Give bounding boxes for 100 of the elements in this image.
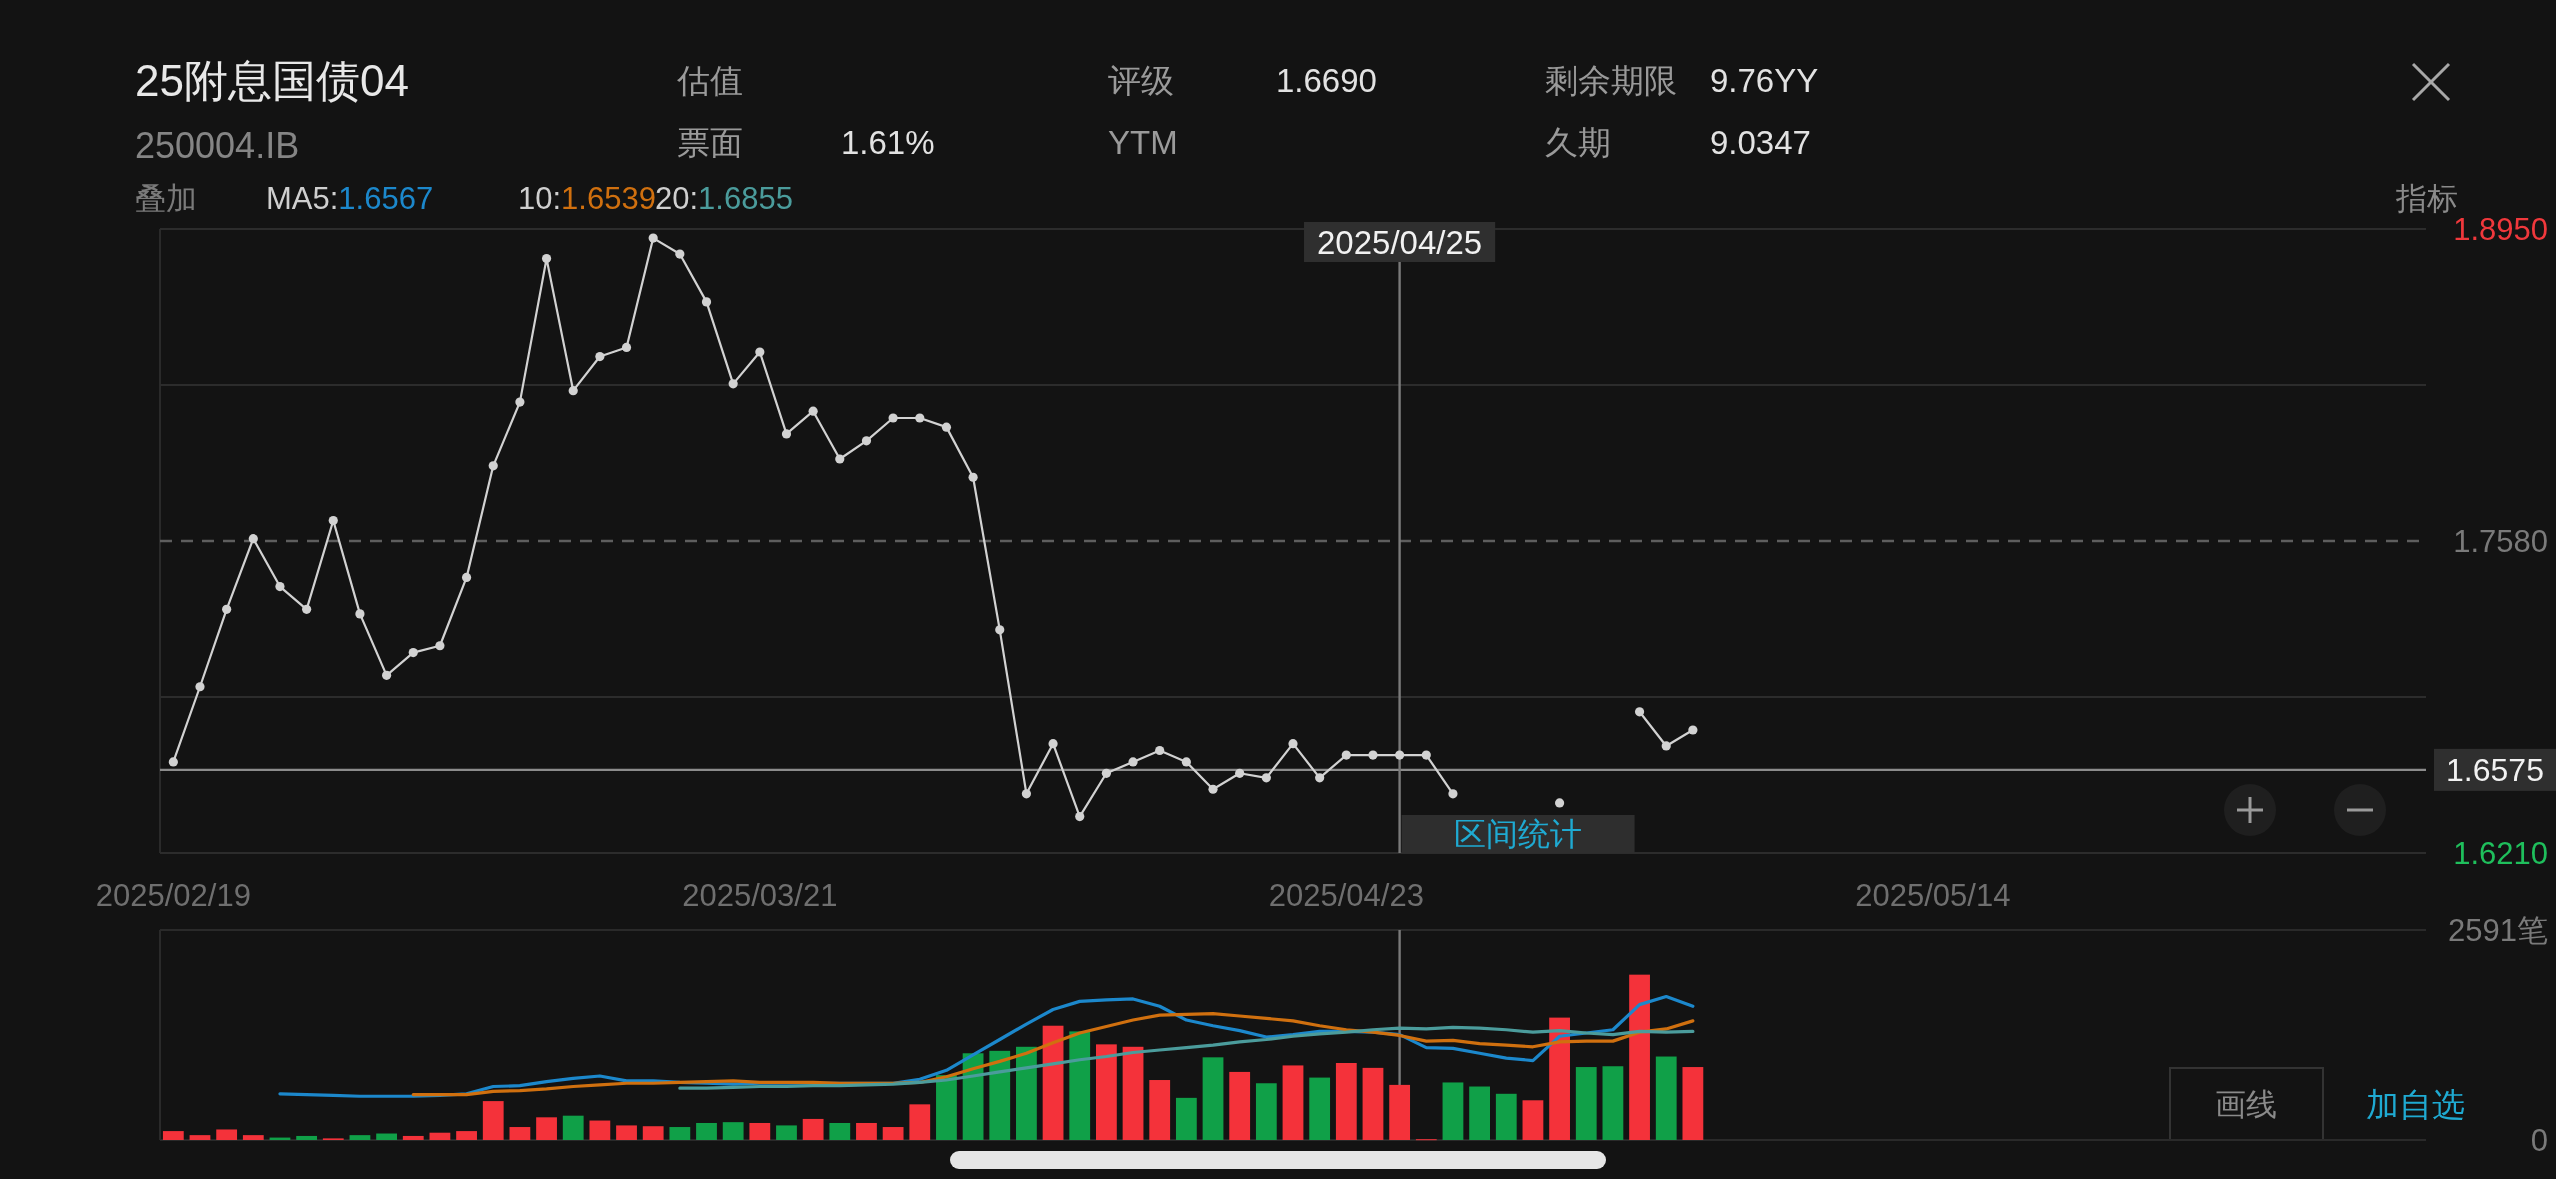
point (1208, 784, 1218, 794)
point (1075, 811, 1085, 822)
bar (296, 1135, 318, 1140)
bar (162, 1131, 184, 1140)
point (328, 515, 338, 526)
bar (402, 1135, 424, 1140)
text: 剩余期限 (1545, 61, 1677, 99)
line-series (678, 1025, 1695, 1090)
text: 1.61% (841, 123, 935, 161)
annotation: 加自选 (2365, 1085, 2465, 1123)
text: 估值 (676, 61, 743, 99)
point (1155, 745, 1165, 756)
point (1181, 757, 1191, 767)
point (1048, 739, 1058, 749)
bar (1149, 1080, 1171, 1140)
text: 1.6539 (561, 180, 656, 216)
bar (1655, 1056, 1677, 1140)
point (1341, 750, 1351, 760)
text: YTM (1108, 123, 1178, 161)
ref-line-label: 1.6575 (2446, 751, 2544, 788)
point (1661, 741, 1671, 751)
line-series (411, 1011, 1695, 1097)
bar (589, 1120, 611, 1140)
point (1288, 739, 1298, 749)
bar (989, 1050, 1011, 1140)
bar (1175, 1097, 1197, 1140)
point (1101, 768, 1111, 778)
point (755, 347, 765, 357)
bar (216, 1129, 238, 1140)
bar (802, 1118, 824, 1140)
bar (1682, 1067, 1704, 1140)
bar (456, 1131, 477, 1140)
point (1395, 750, 1405, 760)
point (968, 472, 978, 482)
text: 1.6855 (698, 180, 793, 216)
point (1021, 789, 1032, 799)
bar (376, 1133, 397, 1140)
text: 10: (518, 180, 562, 216)
point (621, 342, 632, 353)
bar (1442, 1082, 1464, 1140)
point (888, 413, 898, 423)
bar (642, 1126, 664, 1140)
point (1261, 773, 1271, 783)
point (1688, 725, 1698, 735)
point (1448, 789, 1458, 799)
bar (669, 1127, 691, 1140)
text: 评级 (1108, 61, 1174, 99)
y-tick-label: 1.6210 (2453, 835, 2548, 871)
x-tick-label: 2025/03/21 (682, 877, 838, 913)
bar (749, 1122, 771, 1140)
bar (1069, 1031, 1091, 1140)
point (408, 647, 418, 658)
bar (1016, 1046, 1037, 1140)
bar (696, 1122, 717, 1140)
point (648, 233, 658, 243)
bar (936, 1075, 957, 1140)
bar (909, 1104, 931, 1140)
bar (429, 1132, 451, 1140)
bar (1602, 1066, 1624, 1140)
point (568, 386, 578, 396)
point (435, 641, 445, 651)
point (461, 572, 472, 583)
bar (1629, 974, 1650, 1140)
bar (1202, 1057, 1224, 1140)
bar (482, 1101, 504, 1140)
y-tick-label: 0 (2530, 1122, 2548, 1158)
annotation: 区间统计 (1453, 816, 1582, 852)
bar (1362, 1067, 1384, 1140)
bar (1549, 1017, 1570, 1140)
bar (509, 1127, 531, 1140)
bar (536, 1117, 557, 1140)
point (515, 397, 525, 407)
bar (1255, 1083, 1277, 1140)
point (488, 461, 498, 471)
point (835, 454, 845, 464)
point (1315, 773, 1325, 783)
point (595, 351, 605, 362)
point (1421, 750, 1431, 760)
text: 久期 (1545, 123, 1611, 161)
y-tick-label: 1.7580 (2453, 523, 2548, 559)
point (808, 406, 818, 416)
bar (1282, 1065, 1304, 1140)
bar (562, 1115, 584, 1140)
x-tick-label: 2025/02/19 (95, 877, 251, 913)
bar (1522, 1100, 1544, 1140)
text: 250004.IB (135, 124, 300, 166)
bar (856, 1122, 877, 1140)
annotation: 2025/04/25 (1317, 223, 1483, 261)
point (995, 625, 1005, 635)
bar (1229, 1071, 1251, 1140)
text: 9.76YY (1710, 61, 1819, 99)
bar (776, 1125, 797, 1140)
point (1554, 798, 1565, 808)
bar (242, 1135, 264, 1140)
bar (349, 1135, 371, 1140)
bar (616, 1125, 637, 1140)
point (275, 581, 285, 592)
point (728, 379, 738, 389)
point (701, 297, 712, 307)
text: 9.0347 (1710, 123, 1811, 161)
